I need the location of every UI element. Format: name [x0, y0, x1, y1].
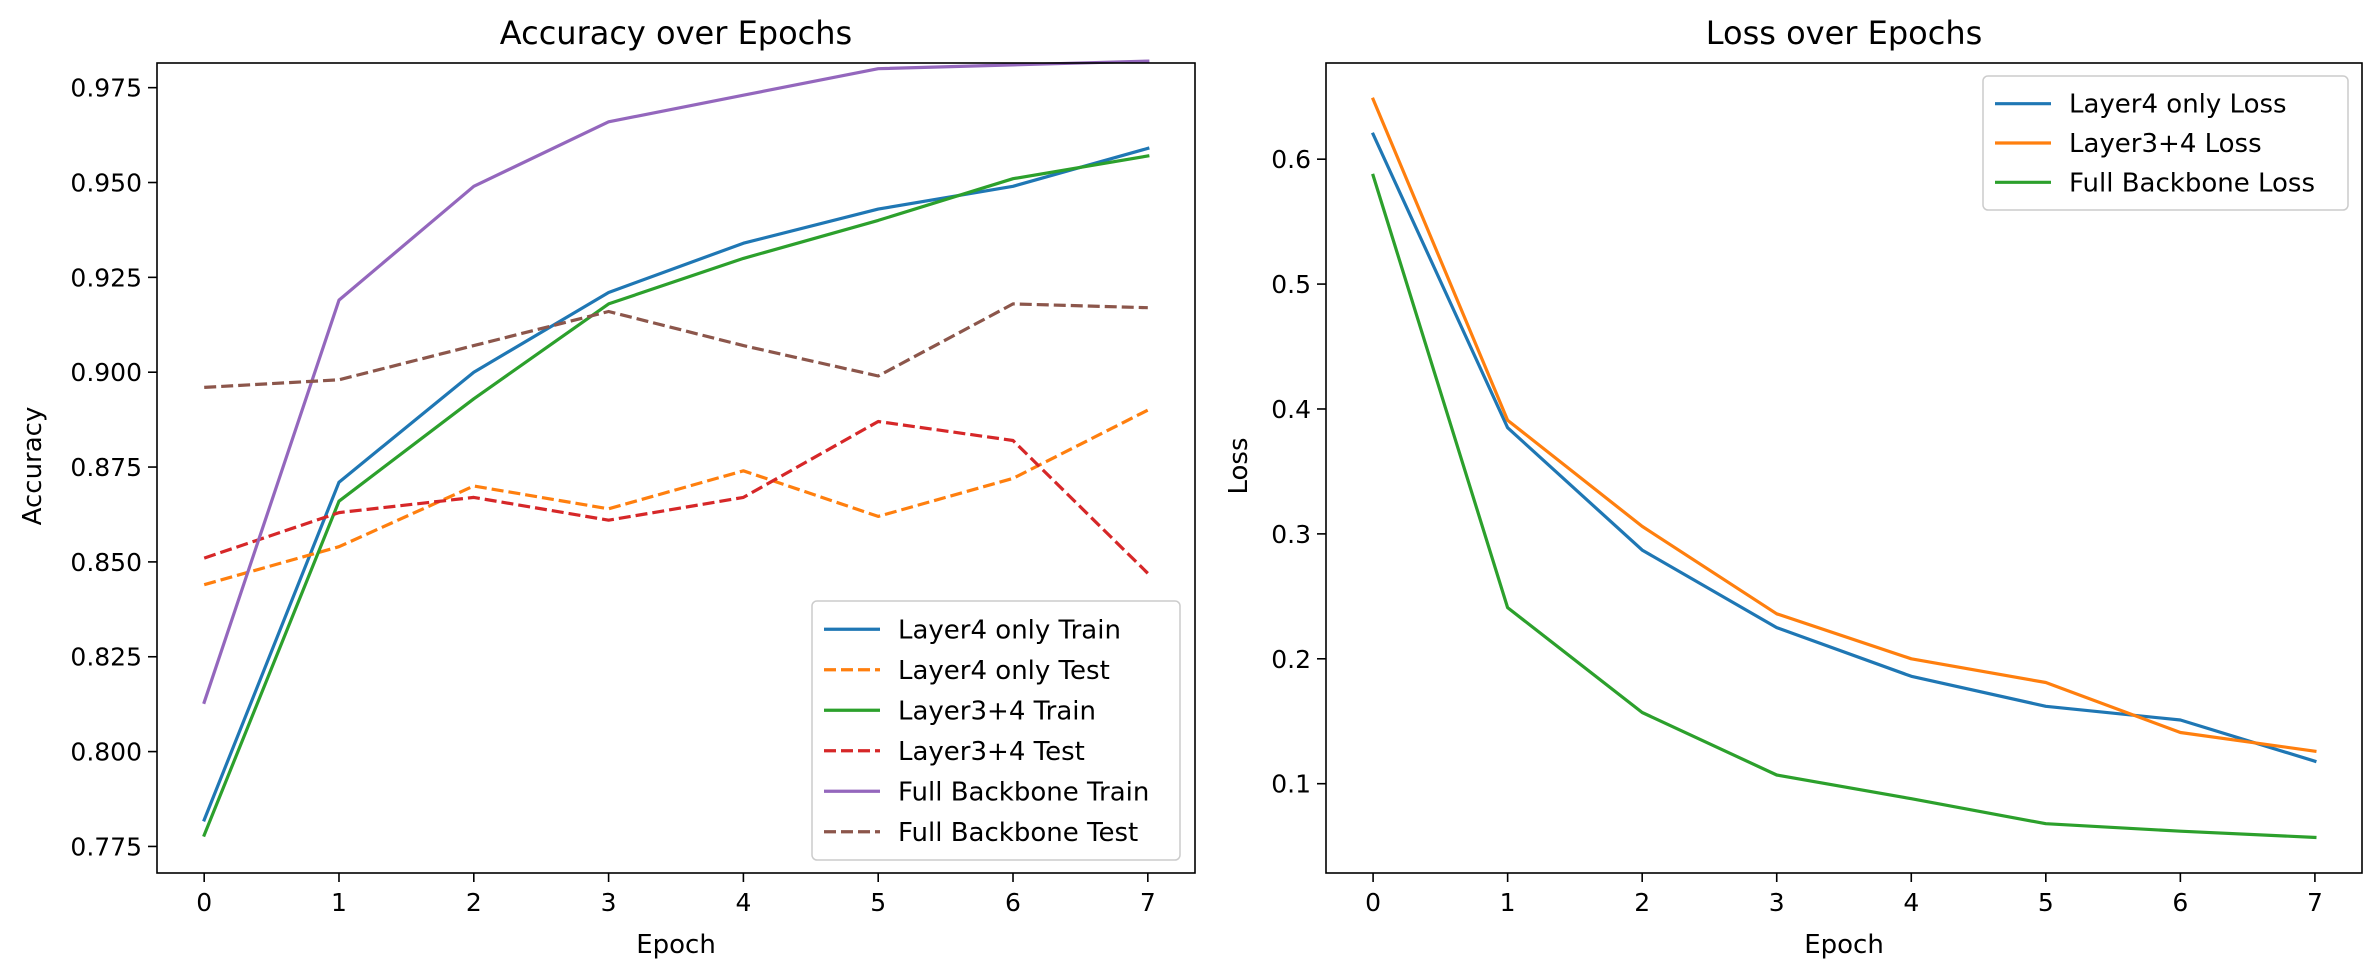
y-tick-label: 0.975 — [70, 74, 142, 103]
x-tick-label: 6 — [2172, 888, 2188, 917]
series-line-layer3-4-train — [202, 154, 1150, 838]
x-tick-label: 1 — [331, 888, 347, 917]
series-line-layer3-4-test — [203, 419, 1149, 575]
legend: Layer4 only Train Layer4 only Test Layer3+… — [811, 600, 1181, 861]
y-axis-label: Loss — [1224, 437, 1254, 494]
y-tick-label: 0.775 — [70, 832, 142, 861]
loss-chart: Loss over Epochs Epoch Loss 0 1 2 3 4 5 6 7 0.1 0… — [1224, 14, 2363, 960]
y-tick-label: 0.925 — [70, 263, 142, 292]
x-axis-label: Epoch — [636, 930, 716, 960]
legend: Layer4 only Loss Layer3+4 Loss Full Backbo… — [1982, 75, 2349, 211]
y-tick-label: 0.850 — [70, 548, 142, 577]
x-tick-label: 4 — [735, 888, 751, 917]
x-tick-label: 3 — [1769, 888, 1785, 917]
y-tick-label: 0.800 — [70, 738, 142, 767]
chart-title: Loss over Epochs — [1706, 14, 1983, 52]
y-tick-label: 0.900 — [70, 358, 142, 387]
series-line-layer3-4-loss — [1371, 97, 2317, 754]
y-tick-label: 0.3 — [1271, 520, 1311, 549]
legend-entry-full-backbone-loss: Full Backbone Loss — [2069, 168, 2315, 198]
series-line-full-backbone-loss — [1371, 173, 2317, 840]
legend-entry-layer4-only-train: Layer4 only Train — [898, 615, 1121, 645]
x-tick-label: 7 — [2307, 888, 2323, 917]
series-line-layer4-only-test — [203, 408, 1149, 587]
accuracy-chart: Accuracy over Epochs Epoch Accuracy 0 1 2 3… — [18, 14, 1196, 960]
x-tick-label: 2 — [1634, 888, 1650, 917]
x-tick-label: 0 — [1365, 888, 1381, 917]
x-tick-label: 1 — [1500, 888, 1516, 917]
series-line-full-backbone-test — [204, 302, 1148, 389]
plot-frame — [156, 62, 1196, 874]
y-tick-label: 0.4 — [1271, 395, 1311, 424]
y-tick-label: 0.1 — [1271, 770, 1311, 799]
x-tick-label: 2 — [466, 888, 482, 917]
chart-title: Accuracy over Epochs — [500, 14, 852, 52]
legend-entry-layer3-4-loss: Layer3+4 Loss — [2069, 129, 2262, 159]
y-tick-label: 0.875 — [70, 453, 142, 482]
x-tick-label: 7 — [1140, 888, 1156, 917]
x-tick-label: 0 — [196, 888, 212, 917]
x-tick-label: 3 — [601, 888, 617, 917]
plot-frame — [1325, 62, 2363, 874]
y-tick-label: 0.5 — [1271, 270, 1311, 299]
series-line-full-backbone-train — [202, 59, 1150, 705]
legend-entry-full-backbone-train: Full Backbone Train — [898, 777, 1149, 807]
x-tick-label: 4 — [1903, 888, 1919, 917]
legend-entry-full-backbone-test: Full Backbone Test — [898, 818, 1138, 848]
x-tick-label: 5 — [2038, 888, 2054, 917]
x-axis-label: Epoch — [1804, 930, 1884, 960]
y-tick-label: 0.6 — [1271, 145, 1311, 174]
x-tick-label: 5 — [870, 888, 886, 917]
legend-entry-layer3-4-train: Layer3+4 Train — [898, 696, 1096, 726]
series-line-layer4-only-loss — [1370, 132, 2317, 764]
legend-entry-layer4-only-loss: Layer4 only Loss — [2069, 90, 2287, 120]
y-tick-label: 0.825 — [70, 643, 142, 672]
legend-entry-layer4-only-test: Layer4 only Test — [898, 656, 1110, 686]
y-tick-label: 0.950 — [70, 169, 142, 198]
y-tick-label: 0.2 — [1271, 645, 1311, 674]
x-tick-label: 6 — [1005, 888, 1021, 917]
legend-entry-layer3-4-test: Layer3+4 Test — [898, 737, 1085, 767]
series-line-layer4-only-train — [202, 146, 1150, 822]
y-axis-label: Accuracy — [18, 407, 48, 526]
